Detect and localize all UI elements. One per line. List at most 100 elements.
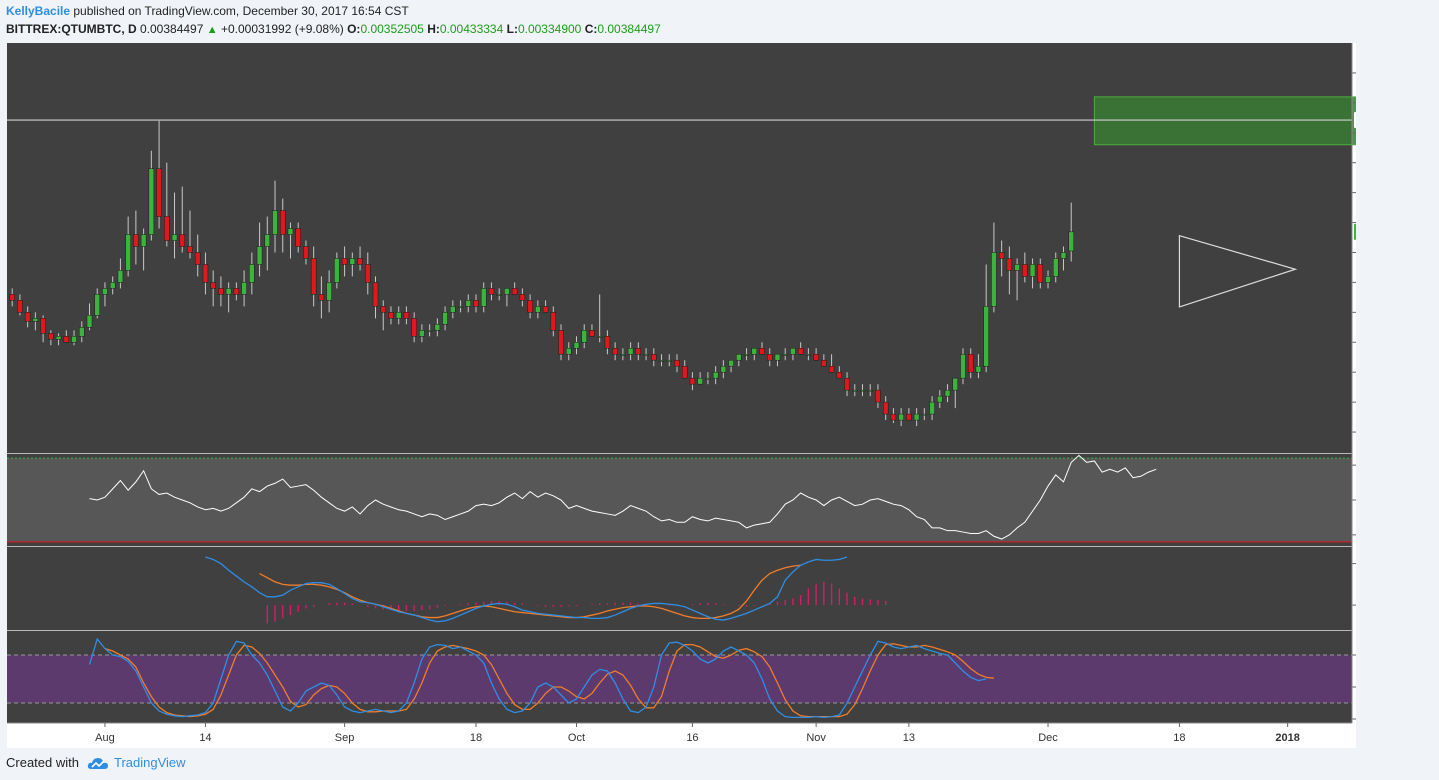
candle-body [334, 258, 340, 283]
triangle-pattern [1178, 234, 1298, 308]
candle-body [395, 312, 402, 319]
candle-body [24, 312, 31, 322]
candle-body [983, 306, 989, 367]
candle-body [372, 282, 379, 307]
open-value: 0.00352505 [360, 22, 424, 36]
candle-body [194, 252, 201, 265]
candle-body [859, 389, 866, 392]
candle-body [573, 342, 580, 349]
candle-body [681, 365, 688, 379]
candle-body [566, 348, 572, 355]
candle-body [906, 413, 912, 421]
author-link[interactable]: KellyBacile [6, 4, 71, 18]
candle-body [388, 312, 394, 319]
candle-body [318, 294, 325, 301]
open-label: O: [347, 22, 361, 36]
candle-body [171, 234, 178, 241]
candle-body [651, 353, 657, 361]
candle-body [782, 353, 788, 356]
candle-body [666, 359, 672, 362]
candle-body [612, 348, 618, 355]
time-tick-label: Aug [95, 732, 115, 744]
candle-body [148, 168, 155, 235]
candle-body [952, 377, 959, 391]
time-tick-label: 18 [470, 732, 482, 744]
candle-body [828, 365, 835, 373]
resistance-price-label-bg [1354, 112, 1426, 129]
candle-body [1045, 276, 1051, 283]
time-tick-label: 14 [199, 732, 211, 744]
candle-body [643, 353, 649, 356]
candle-body [40, 318, 46, 334]
candle-body [511, 288, 518, 295]
candle-body [689, 377, 696, 385]
tradingview-logo[interactable]: TradingView [87, 753, 186, 773]
candle-body [542, 306, 549, 313]
candle-body [187, 246, 193, 253]
candle-body [844, 377, 850, 391]
candle-body [589, 330, 595, 337]
candle-body [419, 330, 425, 337]
candle-body [326, 282, 332, 301]
chart-header: KellyBacile published on TradingView.com… [6, 3, 1426, 38]
candle-body [991, 252, 997, 307]
candle-body [457, 306, 464, 308]
candle-body [743, 353, 750, 356]
macd-line [205, 556, 848, 623]
symbol-label: BITTREX:QTUMBTC, D [6, 22, 137, 36]
candle-body [674, 359, 680, 367]
time-tick-label: 16 [686, 732, 698, 744]
candle-body [627, 348, 634, 355]
candle-body [967, 353, 974, 373]
candle-body [635, 348, 642, 355]
candle-body [210, 282, 216, 289]
candle-body [705, 377, 711, 380]
candle-body [728, 359, 734, 367]
candle-body [55, 336, 62, 340]
candle-body [867, 389, 873, 392]
candle-body [1053, 258, 1059, 277]
candle-body [875, 389, 881, 403]
chart-area[interactable]: 0.006500000.006000000.005500000.00500000… [7, 43, 1428, 748]
candle-body [821, 359, 827, 367]
candle-body [341, 258, 348, 265]
candle-body [913, 413, 920, 421]
candle-body [9, 294, 15, 301]
candle-body [712, 371, 719, 379]
candle-body [759, 348, 765, 355]
candle-body [79, 327, 85, 337]
candle-body [202, 264, 209, 283]
candle-body [658, 359, 665, 362]
candle-body [303, 246, 309, 259]
cloud-icon [87, 757, 108, 769]
candle-body [805, 353, 812, 356]
candle-body [450, 306, 456, 313]
candle-body [898, 413, 904, 421]
candle-body [426, 330, 433, 332]
candle-body [1068, 231, 1074, 252]
published-text: published on TradingView.com, December 3… [70, 4, 409, 18]
candle-body [63, 336, 70, 343]
candle-body [473, 300, 479, 307]
symbol-line: BITTREX:QTUMBTC, D 0.00384497 ▲ +0.00031… [6, 20, 1426, 38]
time-tick-label: Dec [1038, 732, 1058, 744]
candle-body [17, 300, 23, 313]
candle-body [496, 294, 502, 296]
candle-body [357, 258, 363, 265]
candle-body [596, 336, 603, 338]
candle-body [249, 264, 255, 283]
candle-body [1022, 264, 1028, 277]
candle-body [774, 353, 781, 361]
candle-body [998, 252, 1005, 259]
time-tick-label: Nov [806, 732, 826, 744]
candle-body [241, 282, 247, 295]
candle-body [140, 234, 147, 247]
candle-body [535, 306, 541, 313]
tradingview-brand: TradingView [113, 755, 186, 770]
candle-body [117, 270, 124, 283]
candle-body [736, 353, 742, 361]
candle-body [921, 413, 928, 416]
candle-body [86, 315, 93, 328]
chart-svg[interactable]: 0.006500000.006000000.005500000.00500000… [7, 43, 1428, 748]
candle-body [504, 288, 510, 295]
